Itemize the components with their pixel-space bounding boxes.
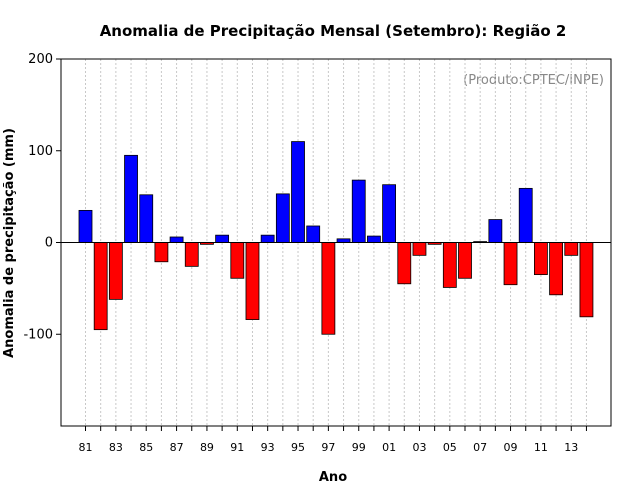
bar-82 (93, 242, 108, 331)
y-axis: -100 0 100 200 (23, 52, 61, 342)
bar-86 (154, 242, 169, 263)
bar-94 (275, 193, 290, 243)
chart-annotation: (Produto:CPTEC/INPE) (463, 73, 604, 88)
x-tick-label: 05 (443, 441, 457, 454)
x-tick-label: 13 (564, 441, 578, 454)
bar-11 (534, 242, 548, 276)
bar-02 (397, 242, 412, 285)
bar-93 (260, 234, 275, 243)
x-tick-label: 03 (412, 441, 426, 454)
bar-91 (230, 242, 245, 279)
bar-98 (336, 238, 351, 243)
x-tick-label: 89 (200, 441, 214, 454)
bar-01 (382, 184, 397, 243)
bar-96 (306, 225, 321, 243)
x-tick-label: 11 (534, 441, 548, 454)
bar-03 (412, 242, 427, 256)
bar-84 (124, 154, 138, 243)
x-tick-label: 81 (79, 441, 93, 454)
x-axis: 81 83 85 87 89 91 93 95 97 99 01 03 05 07 09 11 13 (79, 426, 587, 454)
bar-09 (503, 242, 518, 286)
x-tick-label: 99 (352, 441, 366, 454)
bar-06 (458, 242, 472, 279)
bar-00 (367, 235, 381, 243)
x-tick-label: 85 (139, 441, 153, 454)
bar-81 (78, 209, 93, 243)
bar-85 (139, 194, 154, 243)
bar-08 (488, 219, 503, 243)
y-tick-label: 0 (45, 236, 53, 251)
bar-13 (564, 242, 579, 256)
x-tick-label: 01 (382, 441, 396, 454)
bar-92 (245, 242, 260, 320)
y-tick-label: 200 (28, 52, 53, 67)
chart-title: Anomalia de Precipitação Mensal (Setembr… (100, 22, 567, 40)
y-tick-label: -100 (23, 327, 53, 342)
bar-05 (442, 242, 457, 288)
bar-10 (518, 187, 533, 243)
bars (78, 141, 594, 335)
grid-lines (85, 59, 587, 426)
x-tick-label: 09 (504, 441, 518, 454)
bar-99 (351, 179, 366, 243)
y-axis-label: Anomalia de precipitação (mm) (2, 128, 17, 358)
bar-95 (291, 141, 305, 243)
x-tick-label: 91 (230, 441, 244, 454)
bar-12 (549, 242, 563, 296)
bar-90 (215, 234, 230, 243)
bar-83 (108, 242, 123, 300)
x-tick-label: 87 (170, 441, 184, 454)
y-tick-label: 100 (28, 144, 53, 159)
bar-88 (184, 242, 199, 267)
x-tick-label: 95 (291, 441, 305, 454)
x-tick-label: 93 (261, 441, 275, 454)
bar-97 (321, 242, 336, 335)
bar-14 (579, 242, 594, 318)
x-tick-label: 97 (321, 441, 335, 454)
x-axis-label: Ano (319, 470, 347, 485)
bar-87 (169, 236, 184, 243)
x-tick-label: 83 (109, 441, 123, 454)
x-tick-label: 07 (473, 441, 487, 454)
